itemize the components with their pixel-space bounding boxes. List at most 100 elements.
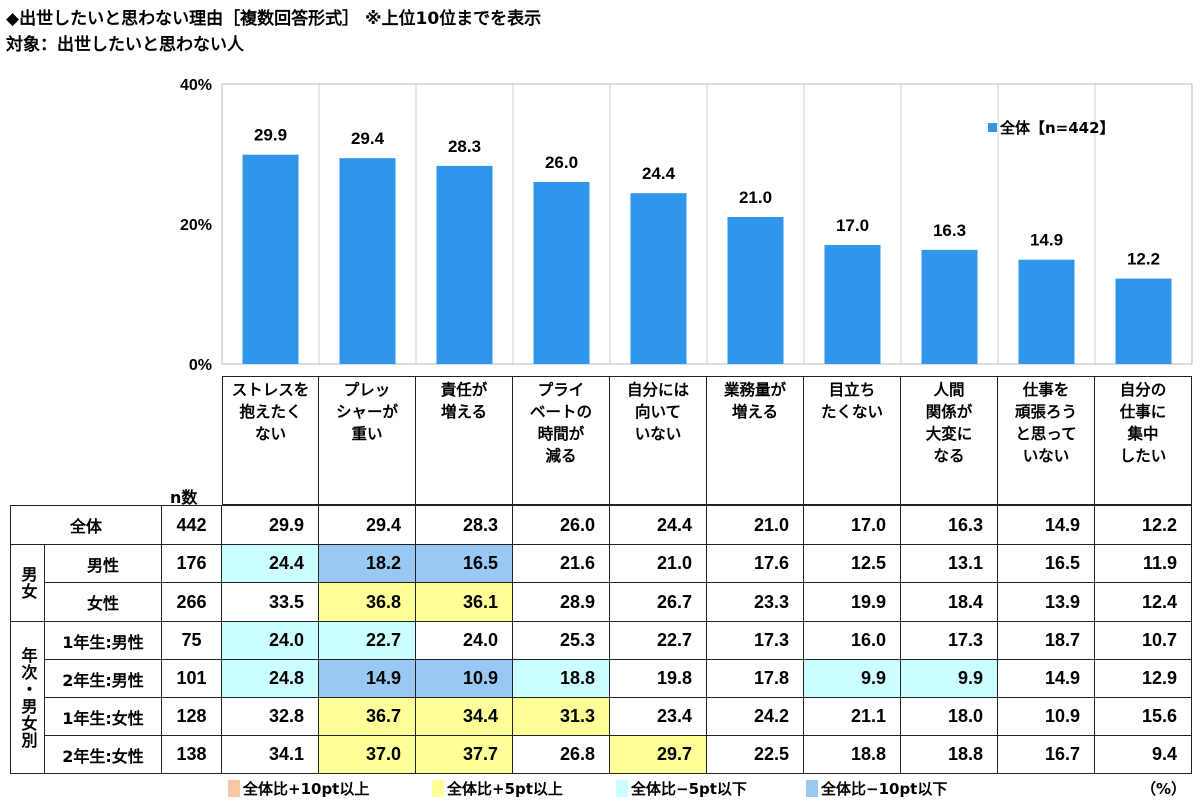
- column-header-line: 頑張ろう: [1014, 403, 1077, 421]
- bar-value-label: 28.3: [448, 137, 481, 156]
- table-cell: 21.6: [513, 545, 610, 583]
- bar: [339, 158, 396, 364]
- bar: [1018, 259, 1075, 364]
- bar-value-label: 14.9: [1030, 231, 1063, 250]
- table-cell: 34.4: [416, 698, 513, 736]
- column-header-line: 増える: [440, 403, 488, 421]
- column-header-text: 人間関係が大変になる: [926, 379, 973, 467]
- row-label: 2年生:男性: [45, 660, 162, 698]
- column-header-line: たくない: [820, 403, 883, 421]
- bar: [824, 245, 881, 364]
- table-cell: 23.4: [610, 698, 707, 736]
- table-cell: 26.7: [610, 583, 707, 622]
- bar: [533, 182, 590, 364]
- legend-label: 全体【n=442】: [999, 119, 1115, 137]
- table-cell: 24.0: [222, 622, 319, 660]
- column-header-line: 抱えたく: [239, 403, 302, 421]
- column-header: プライ ベートの 時間が 減る: [513, 376, 610, 505]
- legend-label: 全体比−10pt以下: [821, 780, 948, 798]
- column-header-line: プレッ: [343, 381, 391, 399]
- table-cell: 21.1: [804, 698, 901, 736]
- table-cell: 17.3: [707, 622, 804, 660]
- legend-item: 全体比+5pt以上: [432, 778, 563, 799]
- column-header-text: 仕事を 頑張ろう と思って いない: [1015, 379, 1077, 467]
- table-cell: 25.3: [513, 622, 610, 660]
- column-header-line: 自分の: [1119, 381, 1167, 399]
- column-header-text: 業務量が 増える: [724, 379, 786, 423]
- column-header: 自分には 向いて いない: [610, 376, 707, 505]
- table-cell: 9.9: [901, 660, 998, 698]
- column-header-line: 業務量が: [723, 381, 786, 399]
- column-header: 人間関係が大変になる: [901, 376, 998, 505]
- table-cell: 16.7: [998, 736, 1095, 774]
- table-cell: 9.4: [1095, 736, 1192, 774]
- n-count: 266: [162, 583, 222, 622]
- unit-label: （%）: [1140, 780, 1186, 798]
- table-cell: 14.9: [319, 660, 416, 698]
- column-header-line: 大変に: [925, 425, 973, 443]
- table-cell: 23.3: [707, 583, 804, 622]
- table-cell: 13.9: [998, 583, 1095, 622]
- column-header-line: 人間: [933, 381, 965, 399]
- table-cell: 16.5: [998, 545, 1095, 583]
- table-cell: 22.7: [319, 622, 416, 660]
- table-cell: 16.3: [901, 505, 998, 545]
- bar-value-label: 24.4: [642, 164, 676, 183]
- table-cell: 37.7: [416, 736, 513, 774]
- column-header: 業務量が 増える: [707, 376, 804, 505]
- table-cell: 33.5: [222, 583, 319, 622]
- group-label: 年次・男女別: [18, 646, 38, 749]
- table-cell: 22.7: [610, 622, 707, 660]
- table-cell: 18.4: [901, 583, 998, 622]
- column-header-text: 自分には 向いて いない: [627, 379, 689, 445]
- column-header-line: 目立ち: [828, 381, 876, 399]
- table-cell: 32.8: [222, 698, 319, 736]
- table-cell: 34.1: [222, 736, 319, 774]
- row-label: 男性: [45, 545, 162, 583]
- table-cell: 17.6: [707, 545, 804, 583]
- column-header-line: したい: [1119, 447, 1167, 465]
- table-cell: 12.2: [1095, 505, 1192, 545]
- bar-value-label: 17.0: [836, 216, 869, 235]
- table-cell: 24.0: [416, 622, 513, 660]
- legend-item: 全体比−5pt以下: [616, 778, 747, 799]
- column-header-line: と思って: [1015, 425, 1077, 443]
- column-header: ストレスを 抱えたく ない: [222, 376, 319, 505]
- column-header-text: プレッ シャーが 重い: [336, 379, 398, 445]
- table-cell: 26.0: [513, 505, 610, 545]
- column-header-line: いない: [1022, 447, 1070, 465]
- group-label-cell: 年次・男女別: [10, 622, 45, 774]
- table-cell: 14.9: [998, 660, 1095, 698]
- n-count: 101: [162, 660, 222, 698]
- table-cell: 10.7: [1095, 622, 1192, 660]
- table-cell: 29.7: [610, 736, 707, 774]
- column-header-line: 時間が: [537, 425, 585, 443]
- table-cell: 18.2: [319, 545, 416, 583]
- column-header-line: ストレスを: [231, 381, 310, 399]
- table-cell: 26.8: [513, 736, 610, 774]
- column-header-line: 責任が: [440, 381, 488, 399]
- legend-swatch: [988, 123, 997, 132]
- column-header-line: 関係が: [925, 403, 973, 421]
- table-cell: 16.5: [416, 545, 513, 583]
- column-header-text: プライ ベートの 時間が 減る: [530, 379, 592, 467]
- table-cell: 28.9: [513, 583, 610, 622]
- legend-swatch: [228, 780, 240, 797]
- n-count: 138: [162, 736, 222, 774]
- table-cell: 24.2: [707, 698, 804, 736]
- table-cell: 18.8: [513, 660, 610, 698]
- bar: [1115, 278, 1172, 364]
- table-cell: 36.8: [319, 583, 416, 622]
- column-header-line: なる: [933, 447, 965, 465]
- table-cell: 9.9: [804, 660, 901, 698]
- table-cell: 17.8: [707, 660, 804, 698]
- table-cell: 16.0: [804, 622, 901, 660]
- bar: [242, 154, 299, 364]
- table-cell: 31.3: [513, 698, 610, 736]
- table-cell: 14.9: [998, 505, 1095, 545]
- chart-title: ◆出世したいと思わない理由［複数回答形式］ ※上位10位までを表示: [6, 9, 542, 29]
- legend-label: 全体比−5pt以下: [631, 780, 747, 798]
- table-cell: 19.9: [804, 583, 901, 622]
- column-header: 仕事を 頑張ろう と思って いない: [998, 376, 1095, 505]
- row-label: 1年生:男性: [45, 622, 162, 660]
